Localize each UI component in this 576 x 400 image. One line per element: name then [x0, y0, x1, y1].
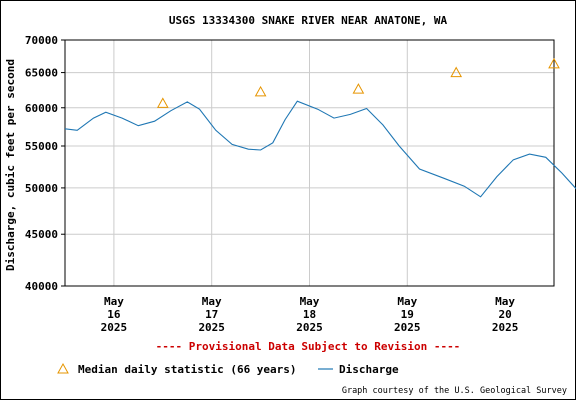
x-axis-ticks: May162025May172025May182025May192025May2…	[101, 295, 519, 334]
median-marker	[254, 85, 267, 97]
credit-text: Graph courtesy of the U.S. Geological Su…	[342, 386, 567, 396]
y-tick-label: 60000	[25, 102, 58, 115]
x-tick-label: 16	[107, 308, 121, 321]
x-tick-label: 2025	[198, 321, 225, 334]
provisional-note: ---- Provisional Data Subject to Revisio…	[156, 340, 461, 353]
x-tick-label: 2025	[492, 321, 519, 334]
median-marker	[548, 57, 560, 69]
legend-discharge-label: Discharge	[339, 363, 399, 376]
x-tick-label: May	[202, 295, 222, 308]
chart-title: USGS 13334300 SNAKE RIVER NEAR ANATONE, …	[169, 14, 448, 27]
y-tick-label: 40000	[25, 280, 58, 293]
y-tick-label: 50000	[25, 182, 58, 195]
discharge-series-line	[64, 100, 576, 198]
x-tick-label: 2025	[296, 321, 323, 334]
y-tick-label: 65000	[25, 67, 58, 80]
median-marker	[352, 83, 365, 94]
y-axis-label: Discharge, cubic feet per second	[4, 59, 17, 271]
legend-median-label: Median daily statistic (66 years)	[78, 363, 297, 376]
y-axis-ticks: 70000 65000 60000 55000 50000 45000 40000	[25, 34, 65, 293]
grid-lines	[65, 39, 554, 287]
x-tick-label: 17	[205, 308, 218, 321]
x-tick-label: May	[300, 295, 320, 308]
x-tick-label: May	[104, 295, 124, 308]
y-tick-label: 70000	[25, 34, 58, 47]
x-tick-label: 2025	[394, 321, 421, 334]
median-marker	[156, 97, 169, 108]
x-tick-label: 18	[303, 308, 316, 321]
y-tick-label: 45000	[25, 228, 58, 241]
legend-median-marker	[57, 362, 69, 374]
y-tick-label: 55000	[25, 140, 58, 153]
legend: Median daily statistic (66 years) Dischar…	[57, 362, 399, 376]
x-tick-label: 19	[401, 308, 414, 321]
x-tick-label: 2025	[101, 321, 128, 334]
plot-area-border	[64, 39, 555, 287]
series-group	[64, 57, 576, 198]
median-marker	[450, 66, 463, 78]
x-tick-label: May	[495, 295, 515, 308]
x-tick-label: May	[397, 295, 417, 308]
x-tick-label: 20	[498, 308, 511, 321]
